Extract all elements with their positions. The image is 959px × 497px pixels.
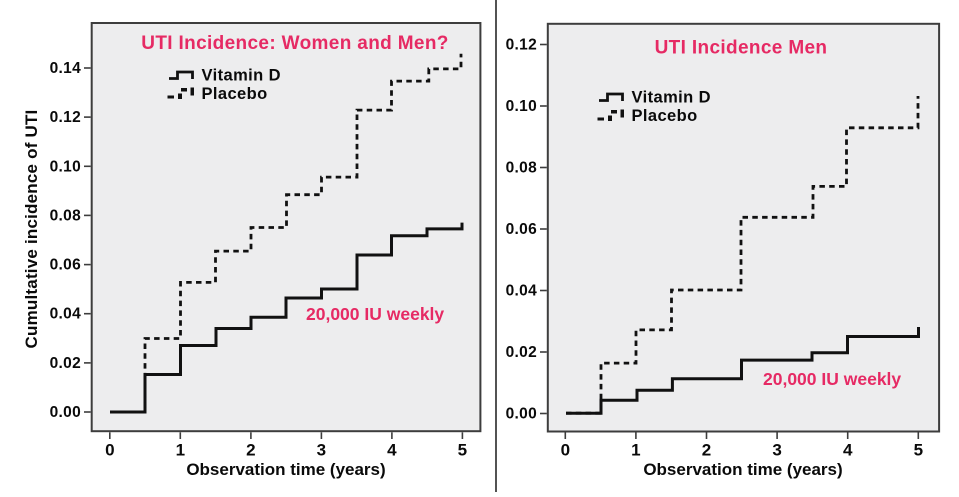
- svg-text:0: 0: [561, 441, 570, 460]
- svg-text:2: 2: [246, 441, 255, 460]
- svg-text:0.06: 0.06: [50, 257, 81, 274]
- svg-text:0: 0: [105, 441, 114, 460]
- svg-text:2: 2: [702, 441, 711, 460]
- svg-text:5: 5: [458, 441, 467, 460]
- svg-text:UTI Incidence: Women and Men?: UTI Incidence: Women and Men?: [141, 33, 449, 54]
- svg-text:0.10: 0.10: [506, 98, 537, 115]
- svg-text:4: 4: [843, 441, 853, 460]
- svg-text:UTI Incidence Men: UTI Incidence Men: [655, 38, 828, 59]
- svg-text:Observation time (years): Observation time (years): [186, 460, 385, 479]
- svg-text:Vitamin D: Vitamin D: [202, 67, 281, 85]
- svg-text:0.04: 0.04: [506, 283, 537, 300]
- svg-text:20,000 IU weekly: 20,000 IU weekly: [763, 369, 901, 389]
- svg-text:4: 4: [387, 441, 397, 460]
- svg-text:Cumultative incidence of UTI: Cumultative incidence of UTI: [22, 110, 41, 349]
- svg-text:Placebo: Placebo: [202, 85, 268, 103]
- svg-text:20,000 IU weekly: 20,000 IU weekly: [306, 304, 444, 324]
- svg-text:0.04: 0.04: [50, 306, 81, 323]
- svg-text:Vitamin D: Vitamin D: [632, 89, 711, 107]
- svg-text:0.00: 0.00: [50, 404, 81, 421]
- svg-text:0.08: 0.08: [506, 160, 537, 177]
- svg-text:Placebo: Placebo: [632, 107, 698, 125]
- svg-text:3: 3: [317, 441, 326, 460]
- svg-text:1: 1: [631, 441, 640, 460]
- svg-text:0.14: 0.14: [50, 60, 81, 77]
- svg-text:0.12: 0.12: [50, 109, 81, 126]
- svg-text:3: 3: [772, 441, 781, 460]
- svg-text:0.02: 0.02: [506, 344, 537, 361]
- svg-text:1: 1: [176, 441, 185, 460]
- svg-text:Observation time (years): Observation time (years): [643, 460, 842, 479]
- svg-text:0.08: 0.08: [50, 207, 81, 224]
- svg-text:5: 5: [914, 441, 923, 460]
- svg-text:0.12: 0.12: [506, 37, 537, 54]
- svg-text:0.00: 0.00: [506, 406, 537, 423]
- svg-text:0.10: 0.10: [50, 158, 81, 175]
- svg-text:0.02: 0.02: [50, 355, 81, 372]
- svg-text:0.06: 0.06: [506, 221, 537, 238]
